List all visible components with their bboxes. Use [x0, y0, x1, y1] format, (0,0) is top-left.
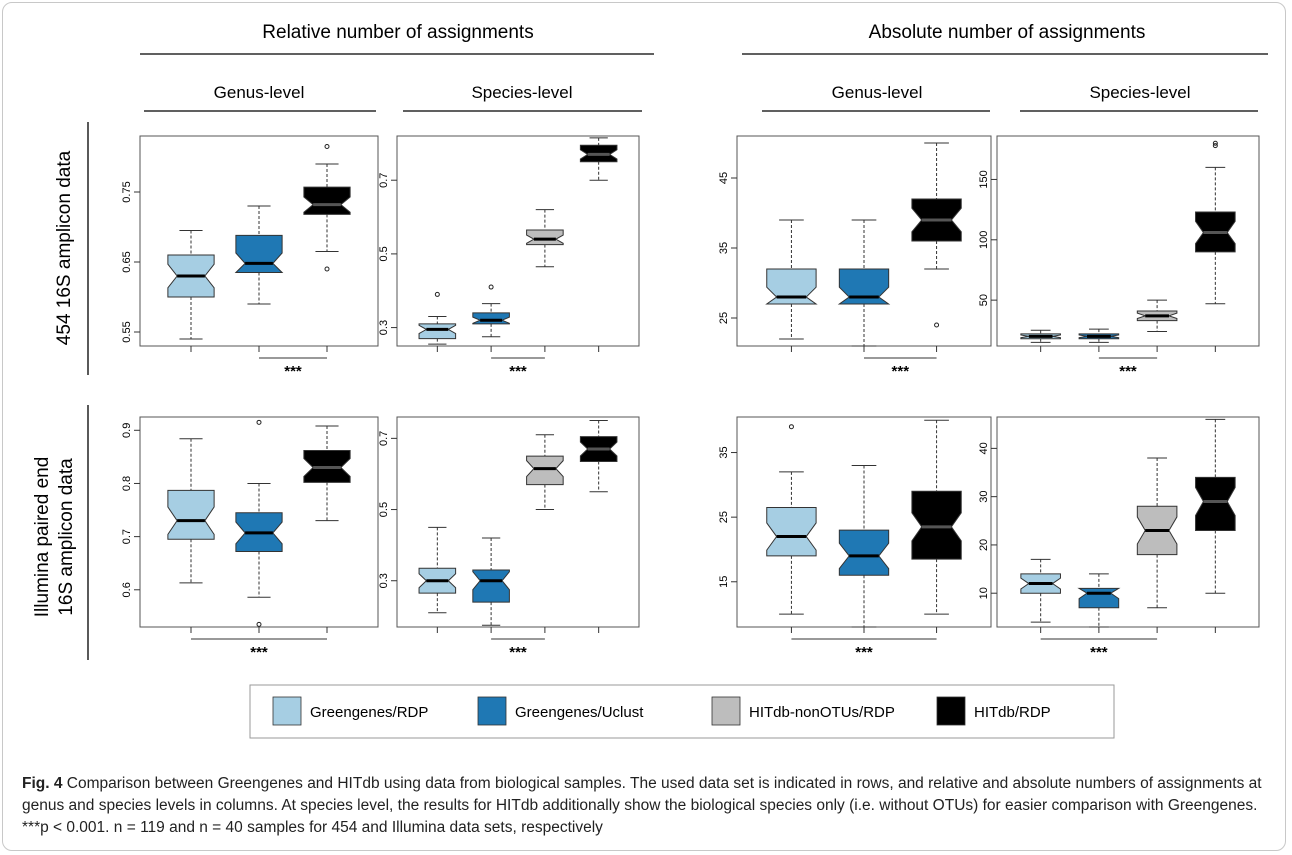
legend-label-hitdb-nonotus-rdp: HITdb-nonOTUs/RDP — [749, 704, 895, 721]
header-absolute: Absolute number of assignments — [869, 22, 1146, 43]
panel-p454-rel-genus: 0.55 0.65 0.75 *** — [121, 135, 379, 380]
panel-p454-rel-species: 0.3 0.5 0.7 *** — [378, 135, 640, 380]
y-tick-label: 50 — [978, 294, 990, 306]
y-tick-label: 10 — [978, 587, 990, 599]
outlier-point — [324, 266, 330, 272]
outlier-point — [488, 284, 494, 290]
outlier-point — [256, 621, 262, 627]
y-tick-label: 35 — [718, 242, 730, 254]
significance-label: *** — [509, 644, 527, 661]
panel-ill-abs-genus: 15 25 35 *** — [718, 416, 992, 661]
box-hitdb-nonotus-rdp — [526, 229, 564, 246]
legend-label-greengenes-rdp: Greengenes/RDP — [310, 704, 428, 721]
box-hitdb-rdp — [303, 186, 351, 215]
row-label-illumina-2: 16S amplicon data — [56, 458, 77, 616]
y-tick-label: 45 — [718, 172, 730, 184]
box-greengenes-uclust — [838, 529, 890, 576]
legend: Greengenes/RDP Greengenes/Uclust HITdb-n… — [249, 684, 1115, 739]
panel-ill-rel-species: 0.3 0.5 0.7 *** — [378, 416, 640, 661]
legend-swatch-hitdb-nonotus-rdp — [711, 696, 741, 726]
y-tick-label: 0.3 — [378, 320, 390, 335]
outlier-point — [1212, 140, 1218, 146]
significance-label: *** — [1119, 363, 1137, 380]
y-tick-label: 150 — [978, 170, 990, 188]
y-tick-label: 0.5 — [378, 502, 390, 517]
plot-frame — [996, 135, 1260, 347]
outlier-point — [256, 419, 262, 425]
legend-label-hitdb-rdp: HITdb/RDP — [974, 704, 1051, 721]
box-greengenes-rdp — [766, 506, 817, 557]
y-tick-label: 0.55 — [121, 321, 133, 342]
y-tick-label: 40 — [978, 442, 990, 454]
y-tick-label: 0.65 — [121, 251, 133, 272]
figure-caption: Fig. 4 Comparison between Greengenes and… — [22, 773, 1270, 839]
box-greengenes-uclust — [234, 234, 284, 273]
box-hitdb-nonotus-rdp — [526, 455, 564, 486]
significance-label: *** — [284, 363, 302, 380]
y-tick-label: 0.75 — [121, 181, 133, 202]
legend-frame — [249, 684, 1115, 739]
box-greengenes-rdp — [765, 268, 818, 305]
y-tick-label: 0.7 — [378, 173, 390, 188]
subheader-species-relative: Species-level — [471, 83, 572, 102]
outlier-point — [324, 144, 330, 149]
outlier-point — [1212, 143, 1218, 149]
y-tick-label: 0.7 — [378, 431, 390, 446]
significance-label: *** — [1090, 644, 1108, 661]
significance-label: *** — [250, 644, 268, 661]
row-label-454: 454 16S amplicon data — [54, 150, 75, 345]
y-tick-label: 15 — [718, 576, 730, 588]
box-greengenes-uclust — [472, 312, 510, 325]
plot-frame — [396, 135, 640, 347]
caption-label: Fig. 4 — [22, 775, 63, 792]
subheader-genus-absolute: Genus-level — [832, 83, 923, 102]
box-greengenes-uclust — [1077, 587, 1121, 609]
legend-swatch-greengenes-uclust — [477, 696, 507, 726]
y-tick-label: 0.5 — [378, 246, 390, 261]
y-tick-label: 30 — [978, 491, 990, 503]
y-tick-label: 0.6 — [121, 582, 133, 597]
box-greengenes-uclust — [472, 569, 510, 603]
panel-ill-rel-genus: 0.6 0.7 0.8 0.9 *** — [121, 416, 379, 661]
panel-p454-abs-genus: 25 35 45 *** — [718, 135, 992, 380]
subheader-genus-relative: Genus-level — [214, 83, 305, 102]
legend-swatch-greengenes-rdp — [272, 696, 302, 726]
caption-text: Comparison between Greengenes and HITdb … — [22, 775, 1262, 836]
box-hitdb-rdp — [911, 490, 962, 560]
box-greengenes-rdp — [167, 489, 215, 540]
y-tick-label: 0.7 — [121, 529, 133, 544]
legend-label-greengenes-uclust: Greengenes/Uclust — [515, 704, 644, 721]
significance-label: *** — [892, 363, 910, 380]
y-tick-label: 0.9 — [121, 423, 133, 438]
legend-swatch-hitdb-rdp — [936, 696, 966, 726]
outlier-point — [434, 291, 440, 297]
figure-canvas: Relative number of assignments Absolute … — [32, 22, 1268, 739]
box-greengenes-rdp — [418, 323, 457, 340]
box-greengenes-uclust — [837, 268, 891, 305]
subheader-species-absolute: Species-level — [1089, 83, 1190, 102]
y-tick-label: 35 — [718, 446, 730, 458]
row-label-illumina-1: Illumina paired end — [32, 457, 53, 618]
panel-ill-abs-species: 10 20 30 40 *** — [978, 416, 1260, 661]
plot-frame — [996, 416, 1260, 628]
y-tick-label: 20 — [978, 539, 990, 551]
significance-label: *** — [509, 363, 527, 380]
y-tick-label: 100 — [978, 231, 990, 249]
y-tick-label: 0.3 — [378, 573, 390, 588]
y-tick-label: 25 — [718, 511, 730, 523]
outlier-point — [934, 322, 940, 328]
outlier-point — [788, 424, 794, 430]
plot-frame — [396, 416, 640, 628]
significance-label: *** — [855, 644, 873, 661]
panel-p454-abs-species: 50 100 150 *** — [978, 135, 1260, 380]
box-hitdb-rdp — [1195, 476, 1236, 531]
chart-panels: 0.55 0.65 0.75 *** 0.3 0.5 0.7 *** 25 35 45 *** 50 10… — [121, 135, 1260, 661]
header-relative: Relative number of assignments — [262, 22, 533, 43]
y-tick-label: 25 — [718, 312, 730, 324]
y-tick-label: 0.8 — [121, 476, 133, 491]
